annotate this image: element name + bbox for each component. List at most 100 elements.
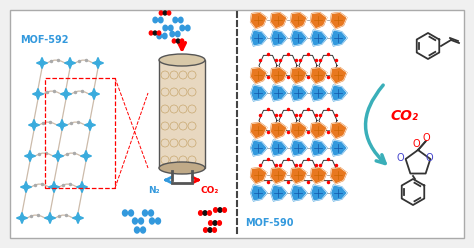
Polygon shape <box>271 185 287 201</box>
Ellipse shape <box>122 210 128 216</box>
Polygon shape <box>53 151 64 161</box>
Polygon shape <box>25 151 36 161</box>
Polygon shape <box>310 168 327 184</box>
Text: CO₂: CO₂ <box>391 109 419 123</box>
Ellipse shape <box>213 221 217 225</box>
Ellipse shape <box>141 227 146 233</box>
Ellipse shape <box>135 227 139 233</box>
Polygon shape <box>330 123 346 139</box>
Ellipse shape <box>180 25 184 31</box>
Ellipse shape <box>212 228 217 232</box>
Polygon shape <box>251 85 267 101</box>
Polygon shape <box>20 182 31 192</box>
Polygon shape <box>331 185 347 201</box>
Text: O: O <box>396 153 404 163</box>
Ellipse shape <box>128 210 134 216</box>
Text: O: O <box>412 139 420 149</box>
Polygon shape <box>271 30 287 46</box>
Polygon shape <box>291 68 307 84</box>
Polygon shape <box>331 30 347 46</box>
Ellipse shape <box>175 31 180 37</box>
Text: N₂: N₂ <box>148 186 160 195</box>
Ellipse shape <box>138 218 144 224</box>
Ellipse shape <box>153 17 157 23</box>
Ellipse shape <box>159 162 205 174</box>
Ellipse shape <box>214 208 218 212</box>
Polygon shape <box>291 168 307 184</box>
Ellipse shape <box>168 25 173 31</box>
Polygon shape <box>291 13 307 29</box>
Text: O: O <box>422 133 430 143</box>
Polygon shape <box>310 68 327 84</box>
Polygon shape <box>73 213 83 223</box>
Polygon shape <box>251 13 267 29</box>
Ellipse shape <box>157 31 161 35</box>
Polygon shape <box>84 120 95 130</box>
Ellipse shape <box>133 218 137 224</box>
Text: MOF-592: MOF-592 <box>20 35 69 45</box>
Ellipse shape <box>203 211 207 215</box>
Polygon shape <box>92 58 103 68</box>
Polygon shape <box>89 89 100 99</box>
Polygon shape <box>311 30 327 46</box>
Polygon shape <box>291 140 307 156</box>
Polygon shape <box>291 30 307 46</box>
Polygon shape <box>271 13 287 29</box>
Polygon shape <box>271 140 287 156</box>
Polygon shape <box>76 182 88 192</box>
Ellipse shape <box>170 31 174 37</box>
Polygon shape <box>45 213 55 223</box>
Text: O: O <box>425 153 433 163</box>
Polygon shape <box>311 140 327 156</box>
Ellipse shape <box>167 11 171 15</box>
Polygon shape <box>330 13 346 29</box>
Ellipse shape <box>163 25 167 31</box>
Polygon shape <box>56 120 67 130</box>
Polygon shape <box>251 68 267 84</box>
Ellipse shape <box>143 210 147 216</box>
Ellipse shape <box>208 211 211 215</box>
Polygon shape <box>251 123 267 139</box>
Polygon shape <box>291 123 307 139</box>
Polygon shape <box>33 89 44 99</box>
Ellipse shape <box>158 17 163 23</box>
Ellipse shape <box>223 208 227 212</box>
Polygon shape <box>28 120 39 130</box>
Ellipse shape <box>180 39 184 43</box>
Polygon shape <box>61 89 72 99</box>
Polygon shape <box>271 123 287 139</box>
Ellipse shape <box>176 39 180 43</box>
Ellipse shape <box>209 221 212 225</box>
Polygon shape <box>271 85 287 101</box>
Ellipse shape <box>157 33 162 39</box>
Polygon shape <box>251 140 267 156</box>
Polygon shape <box>251 185 267 201</box>
Polygon shape <box>311 185 327 201</box>
Polygon shape <box>311 85 327 101</box>
Polygon shape <box>331 85 347 101</box>
Ellipse shape <box>159 54 205 66</box>
Ellipse shape <box>208 228 212 232</box>
Polygon shape <box>271 168 287 184</box>
Polygon shape <box>310 13 327 29</box>
Bar <box>159 60 205 168</box>
Polygon shape <box>64 58 75 68</box>
Ellipse shape <box>148 210 154 216</box>
Ellipse shape <box>199 211 202 215</box>
Ellipse shape <box>204 228 208 232</box>
Polygon shape <box>330 68 346 84</box>
Ellipse shape <box>155 218 161 224</box>
Polygon shape <box>48 182 60 192</box>
Ellipse shape <box>218 208 222 212</box>
Ellipse shape <box>173 17 177 23</box>
Ellipse shape <box>153 31 157 35</box>
Polygon shape <box>251 168 267 184</box>
Polygon shape <box>271 68 287 84</box>
Text: CO₂: CO₂ <box>201 186 219 195</box>
Ellipse shape <box>159 11 163 15</box>
Polygon shape <box>81 151 91 161</box>
Ellipse shape <box>149 218 155 224</box>
Polygon shape <box>17 213 27 223</box>
Polygon shape <box>310 123 327 139</box>
Polygon shape <box>36 58 47 68</box>
